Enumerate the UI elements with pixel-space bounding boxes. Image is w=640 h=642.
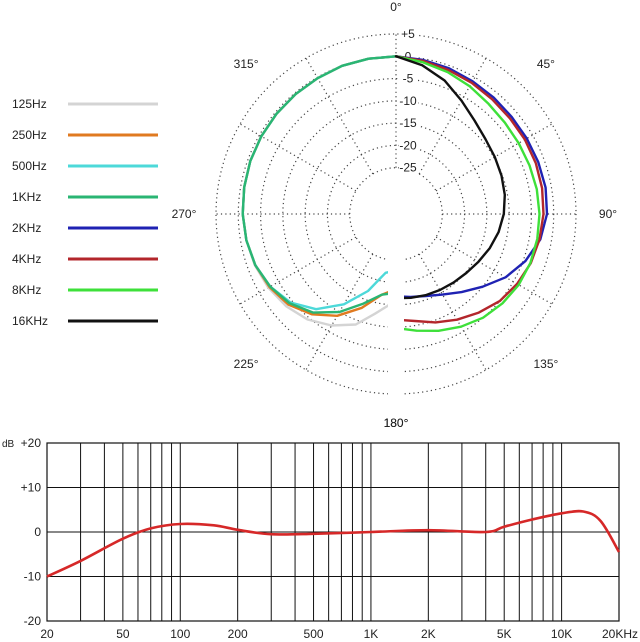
freq-x-tick-label: 2K xyxy=(421,627,436,641)
freq-y-tick-label: -10 xyxy=(24,570,42,584)
polar-grid-spoke xyxy=(418,253,487,371)
polar-grid-spoke xyxy=(435,236,553,305)
polar-series-line xyxy=(241,55,398,311)
freq-x-tick-label: 20 xyxy=(40,627,54,641)
polar-angle-label: 270° xyxy=(172,207,197,221)
polar-angle-label: 0° xyxy=(390,0,402,14)
polar-angle-label: 180° xyxy=(384,416,409,430)
polar-tick-label-bg xyxy=(399,160,418,174)
legend-label: 1KHz xyxy=(12,190,41,204)
polar-grid-spoke xyxy=(305,57,374,175)
freq-x-tick-label: 200 xyxy=(228,627,248,641)
polar-pattern-chart: +5 0 -5 -10 -15 -20 -25 0° 45° 90° 135° 180° 225° 270… xyxy=(172,0,618,430)
polar-radial-tick-label: 0 xyxy=(405,49,412,63)
freq-x-tick-label: 1K xyxy=(364,627,379,641)
freq-x-tick-label: 5K xyxy=(497,627,512,641)
polar-series-line xyxy=(394,55,549,299)
polar-grid-spoke xyxy=(239,123,357,192)
polar-series-line xyxy=(241,55,398,317)
freq-y-tick-label: +10 xyxy=(21,481,42,495)
legend-label: 4KHz xyxy=(12,252,41,266)
polar-angle-label: 135° xyxy=(533,357,558,371)
polar-radial-tick-label: -5 xyxy=(403,72,414,86)
legend-label: 250Hz xyxy=(12,128,47,142)
polar-series-line xyxy=(394,55,545,324)
polar-tick-label-bg xyxy=(399,71,418,85)
legend-label: 125Hz xyxy=(12,97,47,111)
polar-radial-tick-label: -25 xyxy=(399,161,417,175)
polar-rear-gap xyxy=(388,239,404,419)
polar-tick-label-bg xyxy=(399,116,418,130)
freq-y-tick-label: 0 xyxy=(34,525,41,539)
polar-grid-spoke xyxy=(418,57,487,175)
polar-tick-label-bg xyxy=(399,27,418,40)
frequency-response-chart: +20 +10 0 -10 -20 dB 20 50 100 200 500 1K 2K 5K 10K 20K… xyxy=(2,436,638,641)
polar-grid-ring xyxy=(237,55,555,373)
polar-angle-label: 45° xyxy=(537,57,555,71)
freq-y-tick-label: +20 xyxy=(21,436,42,450)
polar-tick-label-bg xyxy=(399,138,418,152)
freq-x-tick-label: 50 xyxy=(116,627,130,641)
polar-angle-label: 225° xyxy=(234,357,259,371)
freq-x-tick-label: 100 xyxy=(170,627,190,641)
freq-y-axis-label: dB xyxy=(2,439,15,450)
legend-label: 500Hz xyxy=(12,159,47,173)
polar-angle-label: 90° xyxy=(599,207,617,221)
polar-radial-tick-label: -10 xyxy=(399,94,417,108)
polar-legend: 125Hz 250Hz 500Hz 1KHz 2KHz 4KHz 8KHz 16KHz xyxy=(12,97,158,328)
freq-response-line xyxy=(46,509,621,578)
freq-plot-frame xyxy=(46,442,620,622)
polar-tick-label-bg xyxy=(399,93,418,107)
polar-series-line xyxy=(394,55,506,300)
polar-series-line xyxy=(394,55,541,332)
polar-angle-label: 315° xyxy=(234,57,259,71)
freq-x-tick-label: 10K xyxy=(551,627,572,641)
legend-label: 2KHz xyxy=(12,221,41,235)
polar-radial-tick-label: -15 xyxy=(399,116,417,130)
polar-radial-tick-label: -20 xyxy=(399,138,417,152)
polar-angle-label-180: 180° xyxy=(384,416,409,430)
polar-series-line xyxy=(241,55,398,314)
legend-label: 16KHz xyxy=(12,314,48,328)
polar-grid-spoke xyxy=(239,236,357,305)
legend-label: 8KHz xyxy=(12,283,41,297)
freq-x-tick-label: 500 xyxy=(304,627,324,641)
freq-x-tick-label: 20KHz xyxy=(602,627,638,641)
freq-y-tick-label: -20 xyxy=(24,614,42,628)
polar-radial-tick-label: +5 xyxy=(401,27,415,41)
